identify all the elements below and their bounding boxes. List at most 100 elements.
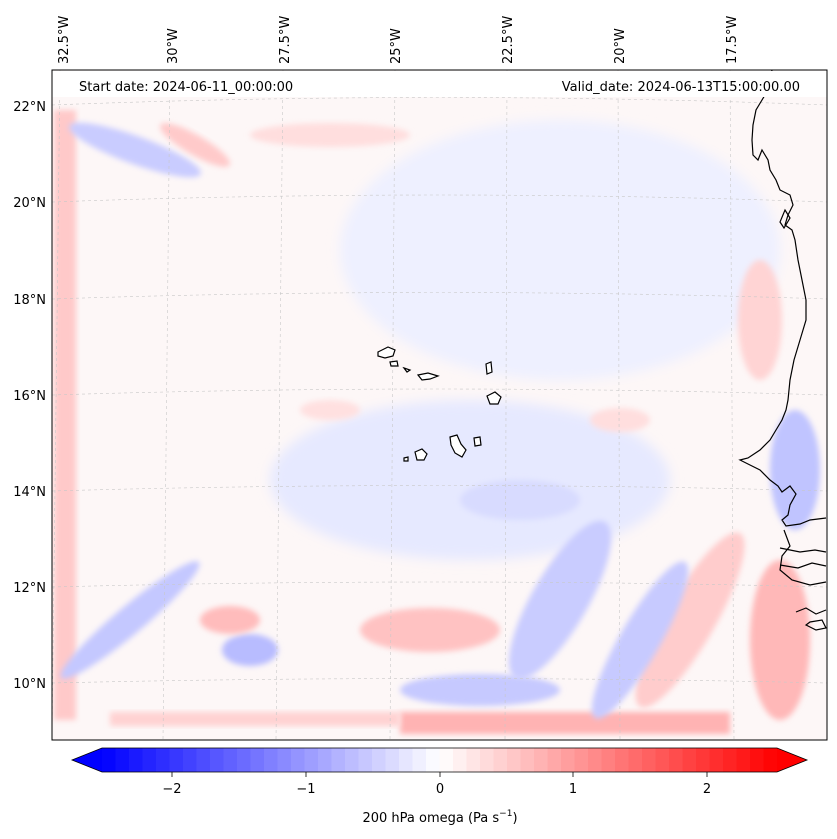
colorbar-cells bbox=[102, 748, 778, 772]
omega-field-patch bbox=[400, 674, 560, 706]
meridian-line bbox=[729, 70, 735, 740]
colorbar-title: 200 hPa omega (Pa s−1) bbox=[362, 809, 517, 826]
coastline-detail bbox=[779, 208, 791, 230]
colorbar-min-extension bbox=[72, 748, 102, 772]
colorbar-cell bbox=[250, 748, 265, 772]
lon-label: 22.5°W bbox=[501, 16, 516, 64]
header-band bbox=[52, 71, 827, 97]
omega-field-patch bbox=[222, 634, 278, 666]
island-fogo bbox=[414, 448, 428, 461]
meridian-line bbox=[504, 70, 508, 740]
colorbar-cell bbox=[493, 748, 508, 772]
omega-field-patch bbox=[54, 110, 76, 720]
omega-field-patch bbox=[400, 712, 730, 734]
parallel-line bbox=[52, 388, 827, 396]
cape-verde-islands bbox=[377, 346, 502, 462]
omega-field-patch bbox=[591, 561, 689, 719]
colorbar-cell bbox=[655, 748, 670, 772]
colorbar-cell bbox=[534, 748, 548, 772]
colorbar-cell bbox=[480, 748, 494, 772]
parallel-line bbox=[52, 292, 827, 300]
colorbar-cell bbox=[318, 748, 332, 772]
colorbar-max-extension bbox=[777, 748, 807, 772]
island-sao-nicolau bbox=[416, 372, 440, 381]
colorbar-cell bbox=[399, 748, 413, 772]
colorbar-cell bbox=[304, 748, 319, 772]
omega-field-patch bbox=[770, 410, 820, 530]
colorbar-cell bbox=[129, 748, 143, 772]
meridian-line bbox=[617, 70, 621, 740]
meridian-line bbox=[52, 70, 61, 740]
meridian-line bbox=[389, 70, 396, 740]
colorbar-cell bbox=[709, 748, 724, 772]
colorbar-cell bbox=[453, 748, 467, 772]
coastline-detail bbox=[804, 619, 827, 631]
island-sal bbox=[485, 361, 493, 375]
omega-field-patch bbox=[160, 123, 230, 167]
lon-label: 25°W bbox=[389, 28, 404, 64]
omega-field-patch bbox=[750, 560, 810, 720]
omega-field-patch bbox=[738, 260, 782, 380]
island-santiago bbox=[449, 434, 467, 458]
lon-label: 17.5°W bbox=[725, 16, 740, 64]
colorbar-cell bbox=[156, 748, 170, 772]
lat-label: 16°N bbox=[13, 389, 46, 404]
colorbar-cell bbox=[696, 748, 710, 772]
omega-field bbox=[54, 110, 820, 734]
colorbar-cell bbox=[358, 748, 373, 772]
lat-label: 14°N bbox=[13, 485, 46, 500]
valid-date-label: Valid_date: 2024-06-13T15:00:00.00 bbox=[562, 80, 800, 95]
colorbar-cell bbox=[102, 748, 116, 772]
colorbar-cell bbox=[264, 748, 278, 772]
lon-label: 20°W bbox=[613, 28, 628, 64]
colorbar-cell bbox=[331, 748, 346, 772]
colorbar-cell bbox=[615, 748, 629, 772]
colorbar-cell bbox=[372, 748, 386, 772]
coastline-detail bbox=[795, 607, 827, 615]
lat-label: 22°N bbox=[13, 100, 46, 115]
coastline bbox=[738, 70, 827, 631]
colorbar-cell bbox=[763, 748, 778, 772]
colorbar-tick-label: 2 bbox=[703, 782, 711, 797]
omega-field-patch bbox=[69, 122, 201, 178]
omega-field-patch bbox=[200, 606, 260, 634]
meridian-line bbox=[162, 70, 171, 740]
meridian-line bbox=[275, 70, 284, 740]
colorbar-cell bbox=[291, 748, 305, 772]
colorbar-cell bbox=[210, 748, 224, 772]
latitude-labels: 22°N 20°N 18°N 16°N 14°N 12°N 10°N bbox=[13, 100, 46, 692]
island-sao-vicente bbox=[389, 360, 399, 367]
colorbar-cell bbox=[466, 748, 481, 772]
island-santo-antao bbox=[377, 346, 396, 359]
coastline-detail bbox=[779, 562, 827, 569]
omega-field-patch bbox=[60, 561, 200, 679]
colorbar-cell bbox=[237, 748, 251, 772]
omega-field-patch bbox=[250, 123, 410, 147]
colorbar-outline bbox=[70, 747, 809, 773]
africa-coastline bbox=[738, 70, 827, 527]
parallel-line bbox=[52, 581, 827, 588]
parallel-line bbox=[52, 97, 827, 106]
colorbar-tick-label: −1 bbox=[296, 782, 315, 797]
colorbar-cell bbox=[682, 748, 697, 772]
colorbar-cell bbox=[723, 748, 737, 772]
map-frame bbox=[51, 69, 828, 741]
colorbar-cell bbox=[669, 748, 683, 772]
omega-field-patch bbox=[340, 120, 780, 380]
longitude-labels: 32.5°W 30°W 27.5°W 25°W 22.5°W 20°W 17.5… bbox=[57, 16, 740, 64]
island-brava bbox=[403, 456, 409, 462]
parallel-line bbox=[52, 678, 827, 684]
colorbar-cell bbox=[439, 748, 454, 772]
colorbar-ticks bbox=[171, 772, 708, 777]
omega-field-patch bbox=[270, 400, 670, 560]
graticule bbox=[52, 70, 827, 740]
start-date-label: Start date: 2024-06-11_00:00:00 bbox=[79, 80, 293, 95]
omega-field-patch bbox=[110, 712, 400, 726]
island-santa-luzia bbox=[402, 366, 412, 373]
omega-field-patch bbox=[460, 480, 580, 520]
colorbar-cell bbox=[169, 748, 184, 772]
colorbar-cell bbox=[412, 748, 427, 772]
omega-field-patch bbox=[508, 520, 612, 680]
colorbar-tick-label: 0 bbox=[436, 782, 444, 797]
colorbar-cell bbox=[345, 748, 359, 772]
